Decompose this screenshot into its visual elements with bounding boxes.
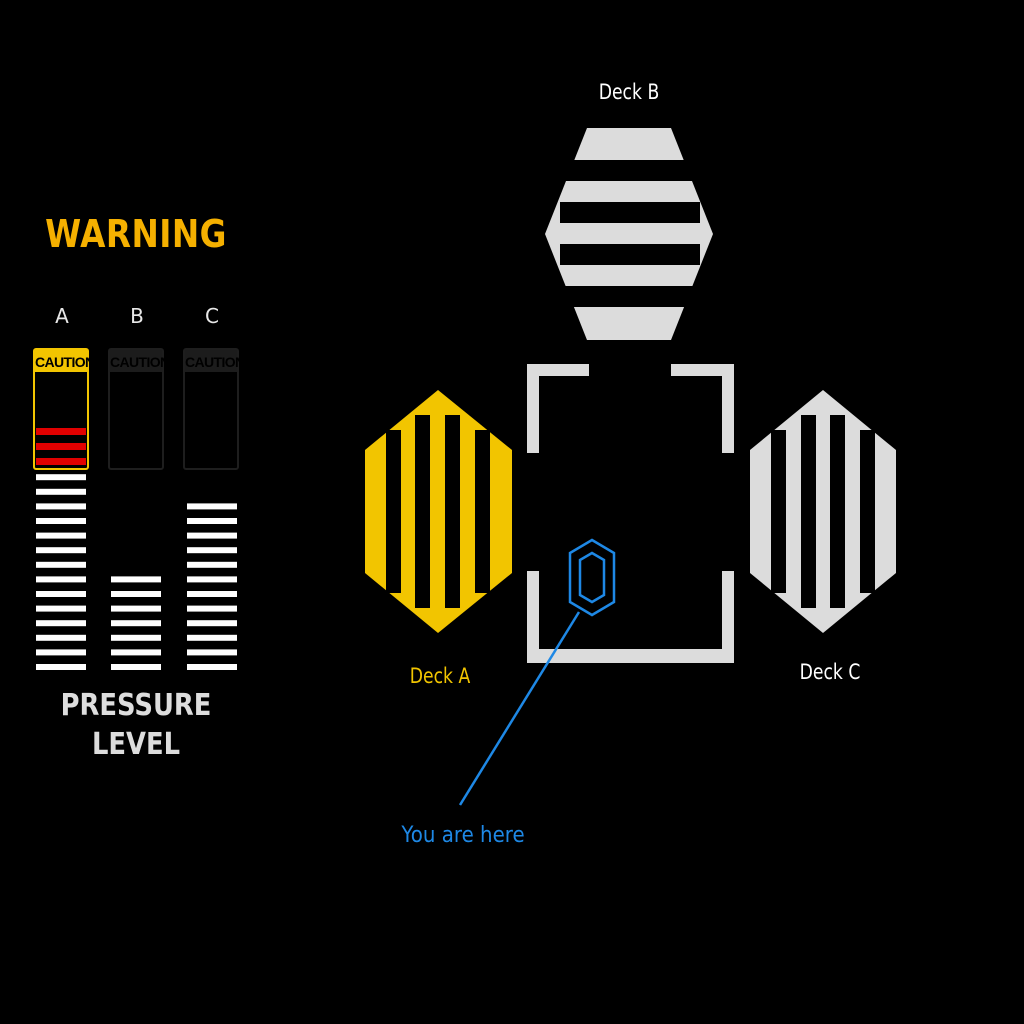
pressure-level-label: PRESSURE LEVEL bbox=[19, 686, 253, 764]
pressure-bar bbox=[187, 634, 237, 641]
pressure-bar bbox=[36, 576, 86, 583]
pressure-bar bbox=[36, 503, 86, 510]
gauge-b-caution-box: CAUTION bbox=[108, 348, 170, 470]
pressure-bar bbox=[187, 649, 237, 656]
pressure-bar bbox=[111, 576, 161, 583]
gauge-c-label: C bbox=[205, 304, 219, 328]
gauge-a-label: A bbox=[55, 304, 69, 328]
pressure-bar bbox=[36, 488, 86, 495]
warning-title: WARNING bbox=[45, 212, 227, 256]
caution-label: CAUTION bbox=[110, 350, 170, 372]
pressure-bar bbox=[187, 561, 237, 568]
pressure-bar bbox=[36, 474, 86, 481]
pressure-bar bbox=[36, 605, 86, 612]
pressure-bar bbox=[36, 561, 86, 568]
hexagon-location-icon bbox=[458, 538, 616, 806]
pressure-bar bbox=[36, 518, 86, 524]
pressure-bar bbox=[36, 620, 86, 627]
pressure-bar bbox=[36, 532, 86, 539]
gauge-a-caution-box: CAUTION bbox=[33, 348, 95, 470]
alert-bar bbox=[36, 428, 86, 435]
pressure-bar bbox=[187, 547, 237, 554]
deck-c-label: Deck C bbox=[799, 660, 861, 684]
pressure-bar bbox=[187, 664, 237, 670]
pressure-bar bbox=[36, 634, 86, 641]
pressure-bar bbox=[36, 547, 86, 554]
pressure-bar bbox=[36, 664, 86, 670]
pressure-bar bbox=[187, 532, 237, 539]
deck-a-label: Deck A bbox=[409, 664, 471, 688]
you-are-here-label: You are here bbox=[401, 823, 525, 848]
pressure-bar bbox=[187, 605, 237, 612]
pressure-bar bbox=[111, 605, 161, 612]
deck-b-hexagon[interactable] bbox=[545, 128, 713, 340]
pressure-bar bbox=[187, 518, 237, 524]
pressure-bar bbox=[187, 591, 237, 597]
pressure-label-line1: PRESSURE bbox=[60, 688, 212, 723]
pressure-bar bbox=[187, 576, 237, 583]
alert-bar bbox=[36, 443, 86, 450]
gauge-c-caution-box: CAUTION bbox=[183, 348, 245, 470]
caution-label: CAUTION bbox=[185, 350, 245, 372]
deck-b-label: Deck B bbox=[598, 80, 660, 104]
pressure-bar bbox=[187, 503, 237, 510]
caution-label: CAUTION bbox=[35, 350, 95, 372]
deck-a-hexagon[interactable] bbox=[365, 390, 512, 633]
pressure-gauges bbox=[36, 428, 237, 670]
deck-c-hexagon[interactable] bbox=[750, 390, 896, 633]
pressure-bar bbox=[111, 620, 161, 627]
pressure-bar bbox=[111, 634, 161, 641]
pressure-label-line2: LEVEL bbox=[91, 727, 181, 762]
pressure-bar bbox=[36, 591, 86, 597]
pressure-bar bbox=[111, 649, 161, 656]
central-room-outline bbox=[527, 364, 734, 663]
gauge-b-label: B bbox=[130, 304, 144, 328]
pressure-bar bbox=[36, 649, 86, 656]
pressure-bar bbox=[111, 591, 161, 597]
pressure-bar bbox=[187, 620, 237, 627]
pressure-bar bbox=[111, 664, 161, 670]
alert-bar bbox=[36, 458, 86, 465]
